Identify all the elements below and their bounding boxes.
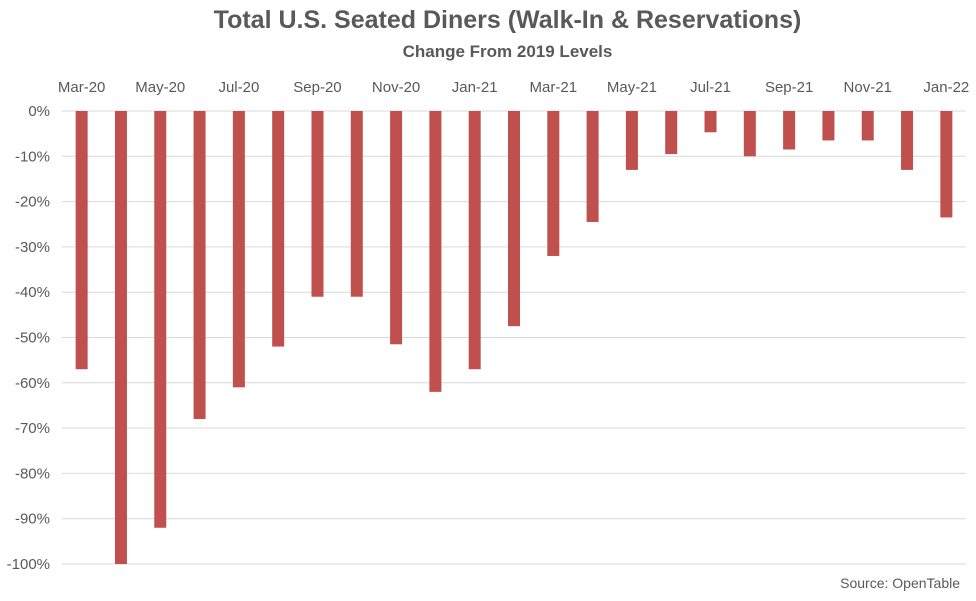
bar-sep-20 [311, 111, 324, 297]
bar-oct-20 [350, 111, 363, 297]
y-tick-label: 0% [28, 103, 50, 120]
x-tick-label: Mar-21 [530, 79, 578, 96]
bars [75, 111, 953, 564]
bar-mar-21 [547, 111, 560, 256]
y-tick-label: -60% [15, 375, 50, 392]
y-tick-label: -100% [7, 556, 50, 573]
bar-aug-21 [743, 111, 756, 157]
bar-dec-21 [901, 111, 914, 170]
y-tick-label: -70% [15, 420, 50, 437]
y-tick-label: -50% [15, 330, 50, 347]
source-note: Source: OpenTable [840, 575, 960, 591]
bar-nov-21 [861, 111, 874, 141]
bar-may-20 [154, 111, 167, 528]
bar-mar-20 [75, 111, 88, 370]
bar-jan-21 [468, 111, 481, 370]
x-tick-label: Jul-21 [690, 79, 731, 96]
chart-subtitle: Change From 2019 Levels [402, 42, 613, 61]
bar-jan-22 [940, 111, 953, 218]
bar-sep-21 [783, 111, 796, 150]
bar-feb-21 [508, 111, 520, 327]
x-tick-label: Mar-20 [58, 79, 106, 96]
bar-oct-21 [822, 111, 835, 141]
bar-apr-20 [114, 111, 127, 564]
x-tick-label: Jul-20 [218, 79, 259, 96]
y-axis-ticks: 0% -10% -20% -30% -40% -50% -60% -70% -80% -90% -1… [7, 103, 50, 573]
y-tick-label: -40% [15, 284, 50, 301]
x-tick-label: Sep-21 [765, 79, 813, 96]
bar-may-21 [625, 111, 638, 170]
bar-jun-20 [193, 111, 206, 420]
x-tick-label: Sep-20 [293, 79, 341, 96]
x-tick-label: Jan-21 [452, 79, 498, 96]
x-tick-label: Nov-20 [372, 79, 420, 96]
bar-aug-20 [272, 111, 285, 347]
bar-jun-21 [665, 111, 678, 155]
x-tick-label: Jan-22 [923, 79, 969, 96]
bar-nov-20 [390, 111, 403, 345]
y-tick-label: -20% [15, 194, 50, 211]
y-tick-label: -10% [15, 148, 50, 165]
x-tick-label: Nov-21 [844, 79, 892, 96]
bar-jul-20 [232, 111, 245, 388]
x-tick-label: May-21 [607, 79, 657, 96]
x-tick-label: May-20 [135, 79, 185, 96]
y-tick-label: -90% [15, 511, 50, 528]
y-tick-label: -30% [15, 239, 50, 256]
y-tick-label: -80% [15, 465, 50, 482]
x-axis-ticks: Mar-20 May-20 Jul-20 Sep-20 Nov-20 Jan-21 Mar-… [58, 79, 969, 96]
bar-apr-21 [586, 111, 599, 222]
chart-title: Total U.S. Seated Diners (Walk-In & Rese… [213, 6, 802, 34]
bar-jul-21 [704, 111, 717, 133]
bar-dec-20 [429, 111, 442, 392]
